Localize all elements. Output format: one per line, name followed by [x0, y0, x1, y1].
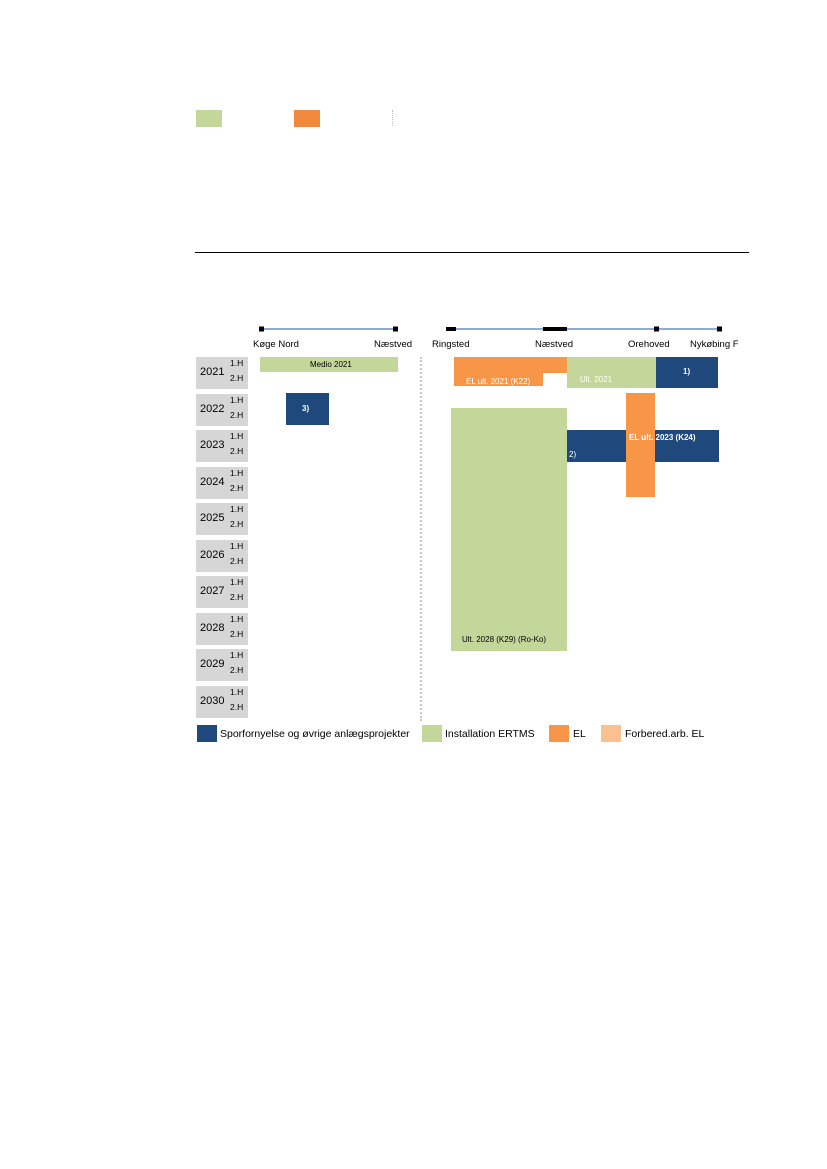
year-label: 2029 — [200, 658, 225, 670]
bar-label: 1) — [683, 367, 691, 376]
section-divider — [420, 357, 422, 721]
half-cell — [228, 685, 248, 718]
station-nykobing-f: Nykøbing F — [690, 339, 739, 350]
legend-swatch-el-prep — [601, 725, 621, 742]
year-cell — [196, 539, 228, 572]
half-label: 2.H — [230, 519, 244, 529]
half-cell — [228, 503, 248, 535]
bar-label: 2) — [569, 450, 577, 459]
station-lines — [259, 326, 722, 332]
half-label: 2.H — [230, 628, 244, 639]
horizontal-rule — [195, 252, 749, 253]
station-ringsted: Ringsted — [432, 339, 470, 350]
half-label: 1.H — [230, 686, 244, 697]
year-cell — [196, 576, 228, 608]
bar-track_renewal — [656, 357, 718, 388]
bar-label: Ult. 2028 (K29) (Ro-Ko) — [462, 635, 547, 644]
year-cell — [196, 466, 228, 499]
bar-ertms — [567, 357, 656, 388]
half-cell — [228, 393, 248, 426]
half-label: 1.H — [230, 650, 244, 660]
half-label: 1.H — [230, 540, 244, 551]
year-cell — [196, 393, 228, 426]
half-label: 1.H — [230, 431, 244, 441]
half-label: 2.H — [230, 592, 244, 602]
year-cell — [196, 503, 228, 535]
half-label: 1.H — [230, 577, 244, 587]
bar-label: Medio 2021 — [310, 360, 352, 369]
top-swatch-el — [294, 110, 320, 127]
bar-cutout — [543, 373, 567, 386]
station-orehoved: Orehoved — [628, 339, 670, 350]
half-label: 1.H — [230, 504, 244, 514]
year-label: 2022 — [200, 402, 225, 415]
bar-ertms — [451, 408, 567, 651]
year-cell — [196, 612, 228, 645]
bar-track_renewal — [286, 393, 329, 425]
station-koge-nord: Køge Nord — [253, 339, 299, 350]
year-label: 2024 — [200, 475, 225, 488]
year-label: 2026 — [200, 548, 225, 561]
half-label: 1.H — [230, 394, 244, 405]
half-cell — [228, 649, 248, 681]
bar-label: EL ult. 2023 (K24) — [629, 433, 696, 442]
half-cell — [228, 357, 248, 389]
year-label: 2027 — [200, 585, 225, 597]
year-label: 2023 — [200, 439, 225, 451]
top-dotted-mark — [392, 110, 393, 126]
legend-label-el-prep: Forbered.arb. EL — [625, 728, 705, 740]
half-label: 2.H — [230, 555, 244, 566]
half-label: 1.H — [230, 467, 244, 478]
legend-label-el: EL — [573, 728, 586, 740]
half-label: 2.H — [230, 409, 244, 420]
year-label: 2030 — [200, 694, 225, 707]
half-label: 1.H — [230, 358, 244, 368]
half-label: 2.H — [230, 373, 244, 383]
year-cell — [196, 685, 228, 718]
half-label: 2.H — [230, 482, 244, 493]
bar-ertms — [260, 357, 398, 372]
half-cell — [228, 539, 248, 572]
half-cell — [228, 430, 248, 462]
year-cell — [196, 649, 228, 681]
half-label: 1.H — [230, 613, 244, 624]
half-cell — [228, 612, 248, 645]
year-cell — [196, 430, 228, 462]
bar-label: Ult. 2021 — [580, 375, 613, 384]
station-naestved-left: Næstved — [374, 339, 413, 350]
station-naestved-right: Næstved — [535, 339, 574, 350]
half-cell — [228, 576, 248, 608]
year-label: 2021 — [200, 366, 225, 378]
bar-label: EL ult. 2021 (K22) — [466, 377, 531, 386]
half-label: 2.H — [230, 446, 244, 456]
half-label: 2.H — [230, 701, 244, 712]
legend-label-ertms: Installation ERTMS — [445, 728, 535, 740]
year-label: 2028 — [200, 621, 225, 634]
legend-swatch-el — [549, 725, 569, 742]
legend-swatch-track-renewal — [197, 725, 217, 742]
half-cell — [228, 466, 248, 499]
bar-label: 3) — [302, 404, 310, 413]
half-label: 2.H — [230, 665, 244, 675]
legend-label-track-renewal: Sporfornyelse og øvrige anlægsprojekter — [220, 728, 410, 740]
year-cell — [196, 357, 228, 389]
year-label: 2025 — [200, 512, 225, 524]
bar-el — [626, 393, 655, 497]
top-swatch-ertms — [196, 110, 222, 127]
legend-swatch-ertms — [422, 725, 442, 742]
